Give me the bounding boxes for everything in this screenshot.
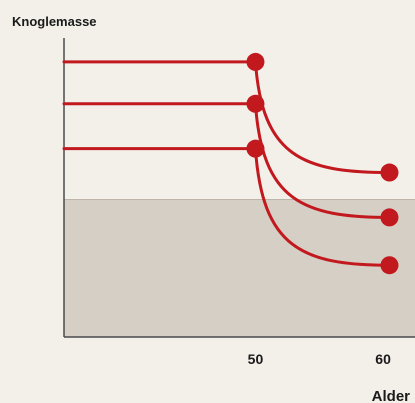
x-tick-label-0: 50 (248, 351, 264, 367)
series-end-point-1 (380, 208, 399, 227)
series-line-2 (62, 147, 391, 267)
x-axis-label: Alder (372, 388, 411, 403)
series-end-point-2 (380, 256, 399, 275)
x-tick-label-1: 60 (375, 351, 391, 367)
y-axis-label: Knoglemasse (12, 14, 97, 29)
series-line-0 (62, 60, 391, 175)
series-start-point-2 (246, 139, 265, 158)
series-start-point-0 (246, 52, 265, 71)
series-start-point-1 (246, 94, 265, 113)
shaded-band (64, 199, 415, 337)
series-end-point-0 (380, 163, 399, 182)
series-line-1 (62, 102, 391, 219)
